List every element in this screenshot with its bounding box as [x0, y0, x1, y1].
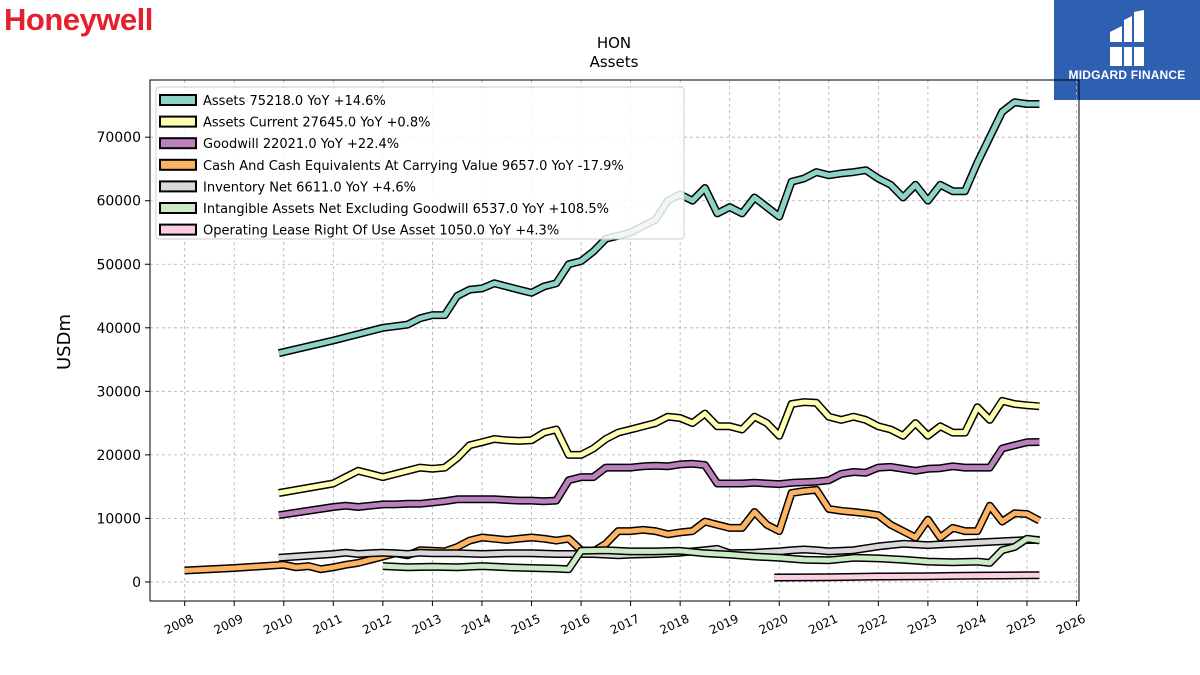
- y-tick-label: 50000: [96, 257, 141, 273]
- x-tick-label: 2011: [311, 612, 345, 638]
- x-tick-label: 2010: [261, 612, 295, 638]
- x-tick-label: 2009: [212, 612, 246, 638]
- x-tick-label: 2020: [757, 612, 791, 638]
- x-tick-label: 2008: [162, 612, 196, 638]
- chart-subtitle: Assets: [590, 53, 639, 71]
- x-tick-label: 2016: [559, 612, 593, 638]
- series-line: [382, 536, 1040, 572]
- x-tick-label: 2014: [459, 612, 493, 638]
- legend-swatch: [159, 158, 197, 171]
- legend-swatch: [159, 94, 197, 106]
- series-line: [774, 572, 1040, 580]
- series-lines: [184, 98, 1042, 582]
- legend-label: Goodwill 22021.0 YoY +22.4%: [203, 137, 399, 152]
- x-tick-label: 2017: [608, 612, 642, 638]
- legend-label: Assets 75218.0 YoY +14.6%: [203, 94, 386, 109]
- legend-label: Operating Lease Right Of Use Asset 1050.…: [203, 224, 559, 239]
- x-tick-label: 2013: [410, 612, 444, 638]
- x-tick-label: 2026: [1054, 612, 1088, 638]
- midgard-mark-icon: [1108, 10, 1146, 66]
- series-line-outline: [278, 396, 1040, 497]
- y-axis-label: USDm: [54, 314, 75, 370]
- y-tick-label: 0: [132, 575, 141, 591]
- legend-label: Inventory Net 6611.0 YoY +4.6%: [203, 180, 416, 195]
- legend-label: Cash And Cash Equivalents At Carrying Va…: [203, 159, 624, 174]
- legend-label: Intangible Assets Net Excluding Goodwill…: [203, 202, 609, 217]
- x-tick-label: 2019: [707, 612, 741, 638]
- legend-swatch: [159, 180, 197, 193]
- x-tick-label: 2025: [1004, 612, 1038, 638]
- y-tick-label: 30000: [96, 384, 141, 400]
- chart-title: HON: [597, 34, 631, 52]
- series-line: [278, 439, 1040, 518]
- midgard-finance-label: MIDGARD FINANCE: [1068, 68, 1186, 82]
- legend-swatch: [159, 223, 197, 236]
- midgard-finance-logo: MIDGARD FINANCE: [1054, 0, 1200, 100]
- legend-box: [155, 86, 685, 240]
- legend-swatch: [159, 137, 197, 150]
- x-tick-label: 2024: [955, 612, 989, 638]
- y-tick-label: 70000: [96, 130, 141, 146]
- plot-frame: [149, 79, 1080, 602]
- y-tick-label: 40000: [96, 321, 141, 337]
- series-line: [278, 99, 1040, 356]
- x-tick-label: 2023: [905, 612, 939, 638]
- x-tick-label: 2021: [806, 612, 840, 638]
- legend-label: Assets Current 27645.0 YoY +0.8%: [203, 116, 430, 131]
- y-tick-label: 20000: [96, 448, 141, 464]
- series-line: [278, 398, 1040, 496]
- y-tick-label: 10000: [96, 511, 141, 527]
- x-tick-label: 2022: [856, 612, 890, 638]
- y-tick-label: 60000: [96, 194, 141, 210]
- legend: Assets 75218.0 YoY +14.6% Assets Current …: [155, 86, 685, 240]
- legend-swatch: [159, 115, 197, 128]
- honeywell-logo: Honeywell: [4, 2, 153, 37]
- x-tick-label: 2015: [509, 612, 543, 638]
- legend-swatch: [159, 202, 197, 214]
- x-tick-label: 2012: [360, 612, 394, 638]
- x-tick-label: 2018: [658, 612, 692, 638]
